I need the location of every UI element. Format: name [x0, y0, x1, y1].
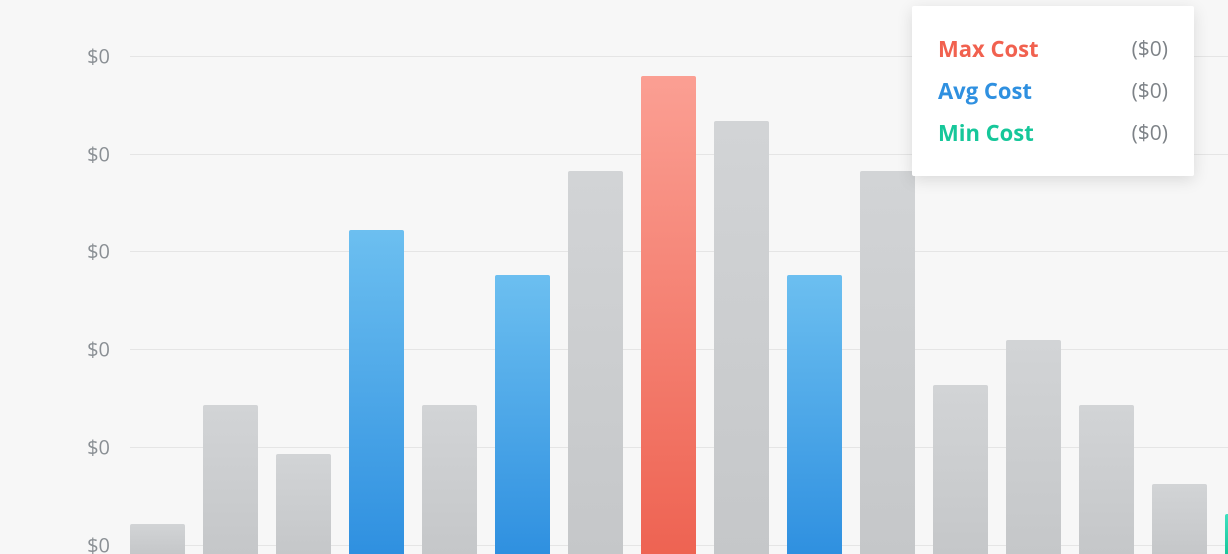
- legend-value: ($0): [1132, 119, 1168, 147]
- y-tick-label: $0: [87, 336, 110, 363]
- legend-label: Min Cost: [938, 118, 1034, 148]
- y-tick-label: $0: [87, 238, 110, 265]
- y-tick-label: $0: [87, 532, 110, 554]
- legend-label: Avg Cost: [938, 76, 1032, 106]
- y-axis: $0 $0 $0 $0 $0 $0: [0, 0, 130, 554]
- legend-value: ($0): [1132, 35, 1168, 63]
- bar[interactable]: [568, 171, 623, 554]
- bar[interactable]: [203, 405, 258, 554]
- legend-row: Avg Cost ($0): [938, 70, 1168, 112]
- legend-row: Min Cost ($0): [938, 112, 1168, 154]
- bar[interactable]: [130, 524, 185, 554]
- bar[interactable]: [1152, 484, 1207, 554]
- legend-label: Max Cost: [938, 34, 1039, 64]
- bar[interactable]: [933, 385, 988, 554]
- legend-box: Max Cost ($0) Avg Cost ($0) Min Cost ($0): [912, 6, 1194, 176]
- bar[interactable]: [860, 171, 915, 554]
- cost-bar-chart: $0$0$0$0$0$0 Max Cost($0)Avg Cost($0)Min…: [0, 0, 1228, 554]
- bar[interactable]: [641, 76, 696, 554]
- y-tick-label: $0: [87, 434, 110, 461]
- bar[interactable]: [1006, 340, 1061, 554]
- bar[interactable]: [714, 121, 769, 554]
- bar[interactable]: [422, 405, 477, 554]
- bar[interactable]: [495, 275, 550, 554]
- y-tick-label: $0: [87, 43, 110, 70]
- legend-row: Max Cost ($0): [938, 28, 1168, 70]
- bar[interactable]: [276, 454, 331, 554]
- bar[interactable]: [1079, 405, 1134, 554]
- legend-value: ($0): [1132, 77, 1168, 105]
- y-tick-label: $0: [87, 141, 110, 168]
- bar[interactable]: [787, 275, 842, 554]
- bar[interactable]: [349, 230, 404, 554]
